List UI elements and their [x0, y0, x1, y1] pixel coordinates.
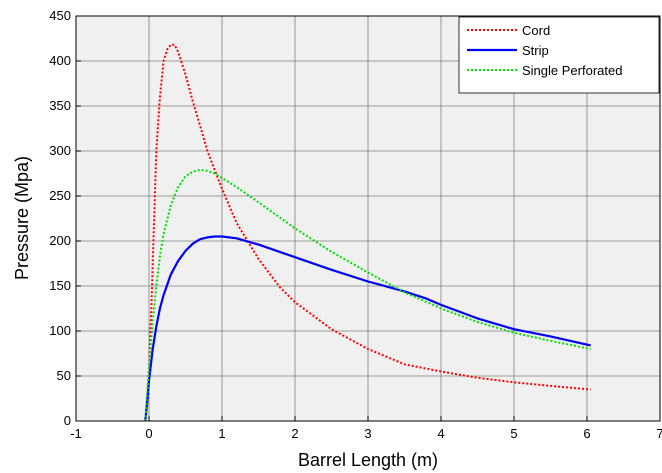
x-tick-label: 3: [364, 426, 371, 441]
series-line-strip: [144, 235, 591, 422]
x-tick-label: 5: [510, 426, 517, 441]
y-tick-label: 350: [49, 98, 71, 113]
y-tick-label: 200: [49, 233, 71, 248]
legend-label-single-perforated: Single Perforated: [522, 63, 622, 78]
legend-box: [458, 16, 660, 94]
y-tick-label: 100: [49, 323, 71, 338]
y-tick-label: 450: [49, 8, 71, 23]
y-tick-label: 300: [49, 143, 71, 158]
y-tick-label: 150: [49, 278, 71, 293]
x-tick-label: 6: [583, 426, 590, 441]
series-line-cord: [144, 43, 591, 422]
legend-label-cord: Cord: [522, 23, 550, 38]
axis-ticks: [75, 15, 661, 422]
legend-label-strip: Strip: [522, 43, 549, 58]
y-tick-label: 250: [49, 188, 71, 203]
x-tick-label: -1: [70, 426, 82, 441]
y-tick-label: 50: [57, 368, 71, 383]
x-tick-label: 2: [291, 426, 298, 441]
y-tick-label: 400: [49, 53, 71, 68]
y-axis-label: Pressure (Mpa): [12, 156, 32, 280]
series-layer: [144, 43, 591, 422]
series-line-single-perforated: [144, 168, 591, 422]
x-tick-label: 4: [437, 426, 444, 441]
y-tick-label: 0: [64, 413, 71, 428]
legend: Cord Strip Single Perforated: [458, 16, 660, 94]
x-tick-label: 0: [145, 426, 152, 441]
x-axis-label: Barrel Length (m): [298, 450, 438, 470]
x-tick-label: 7: [656, 426, 662, 441]
x-tick-label: 1: [218, 426, 225, 441]
